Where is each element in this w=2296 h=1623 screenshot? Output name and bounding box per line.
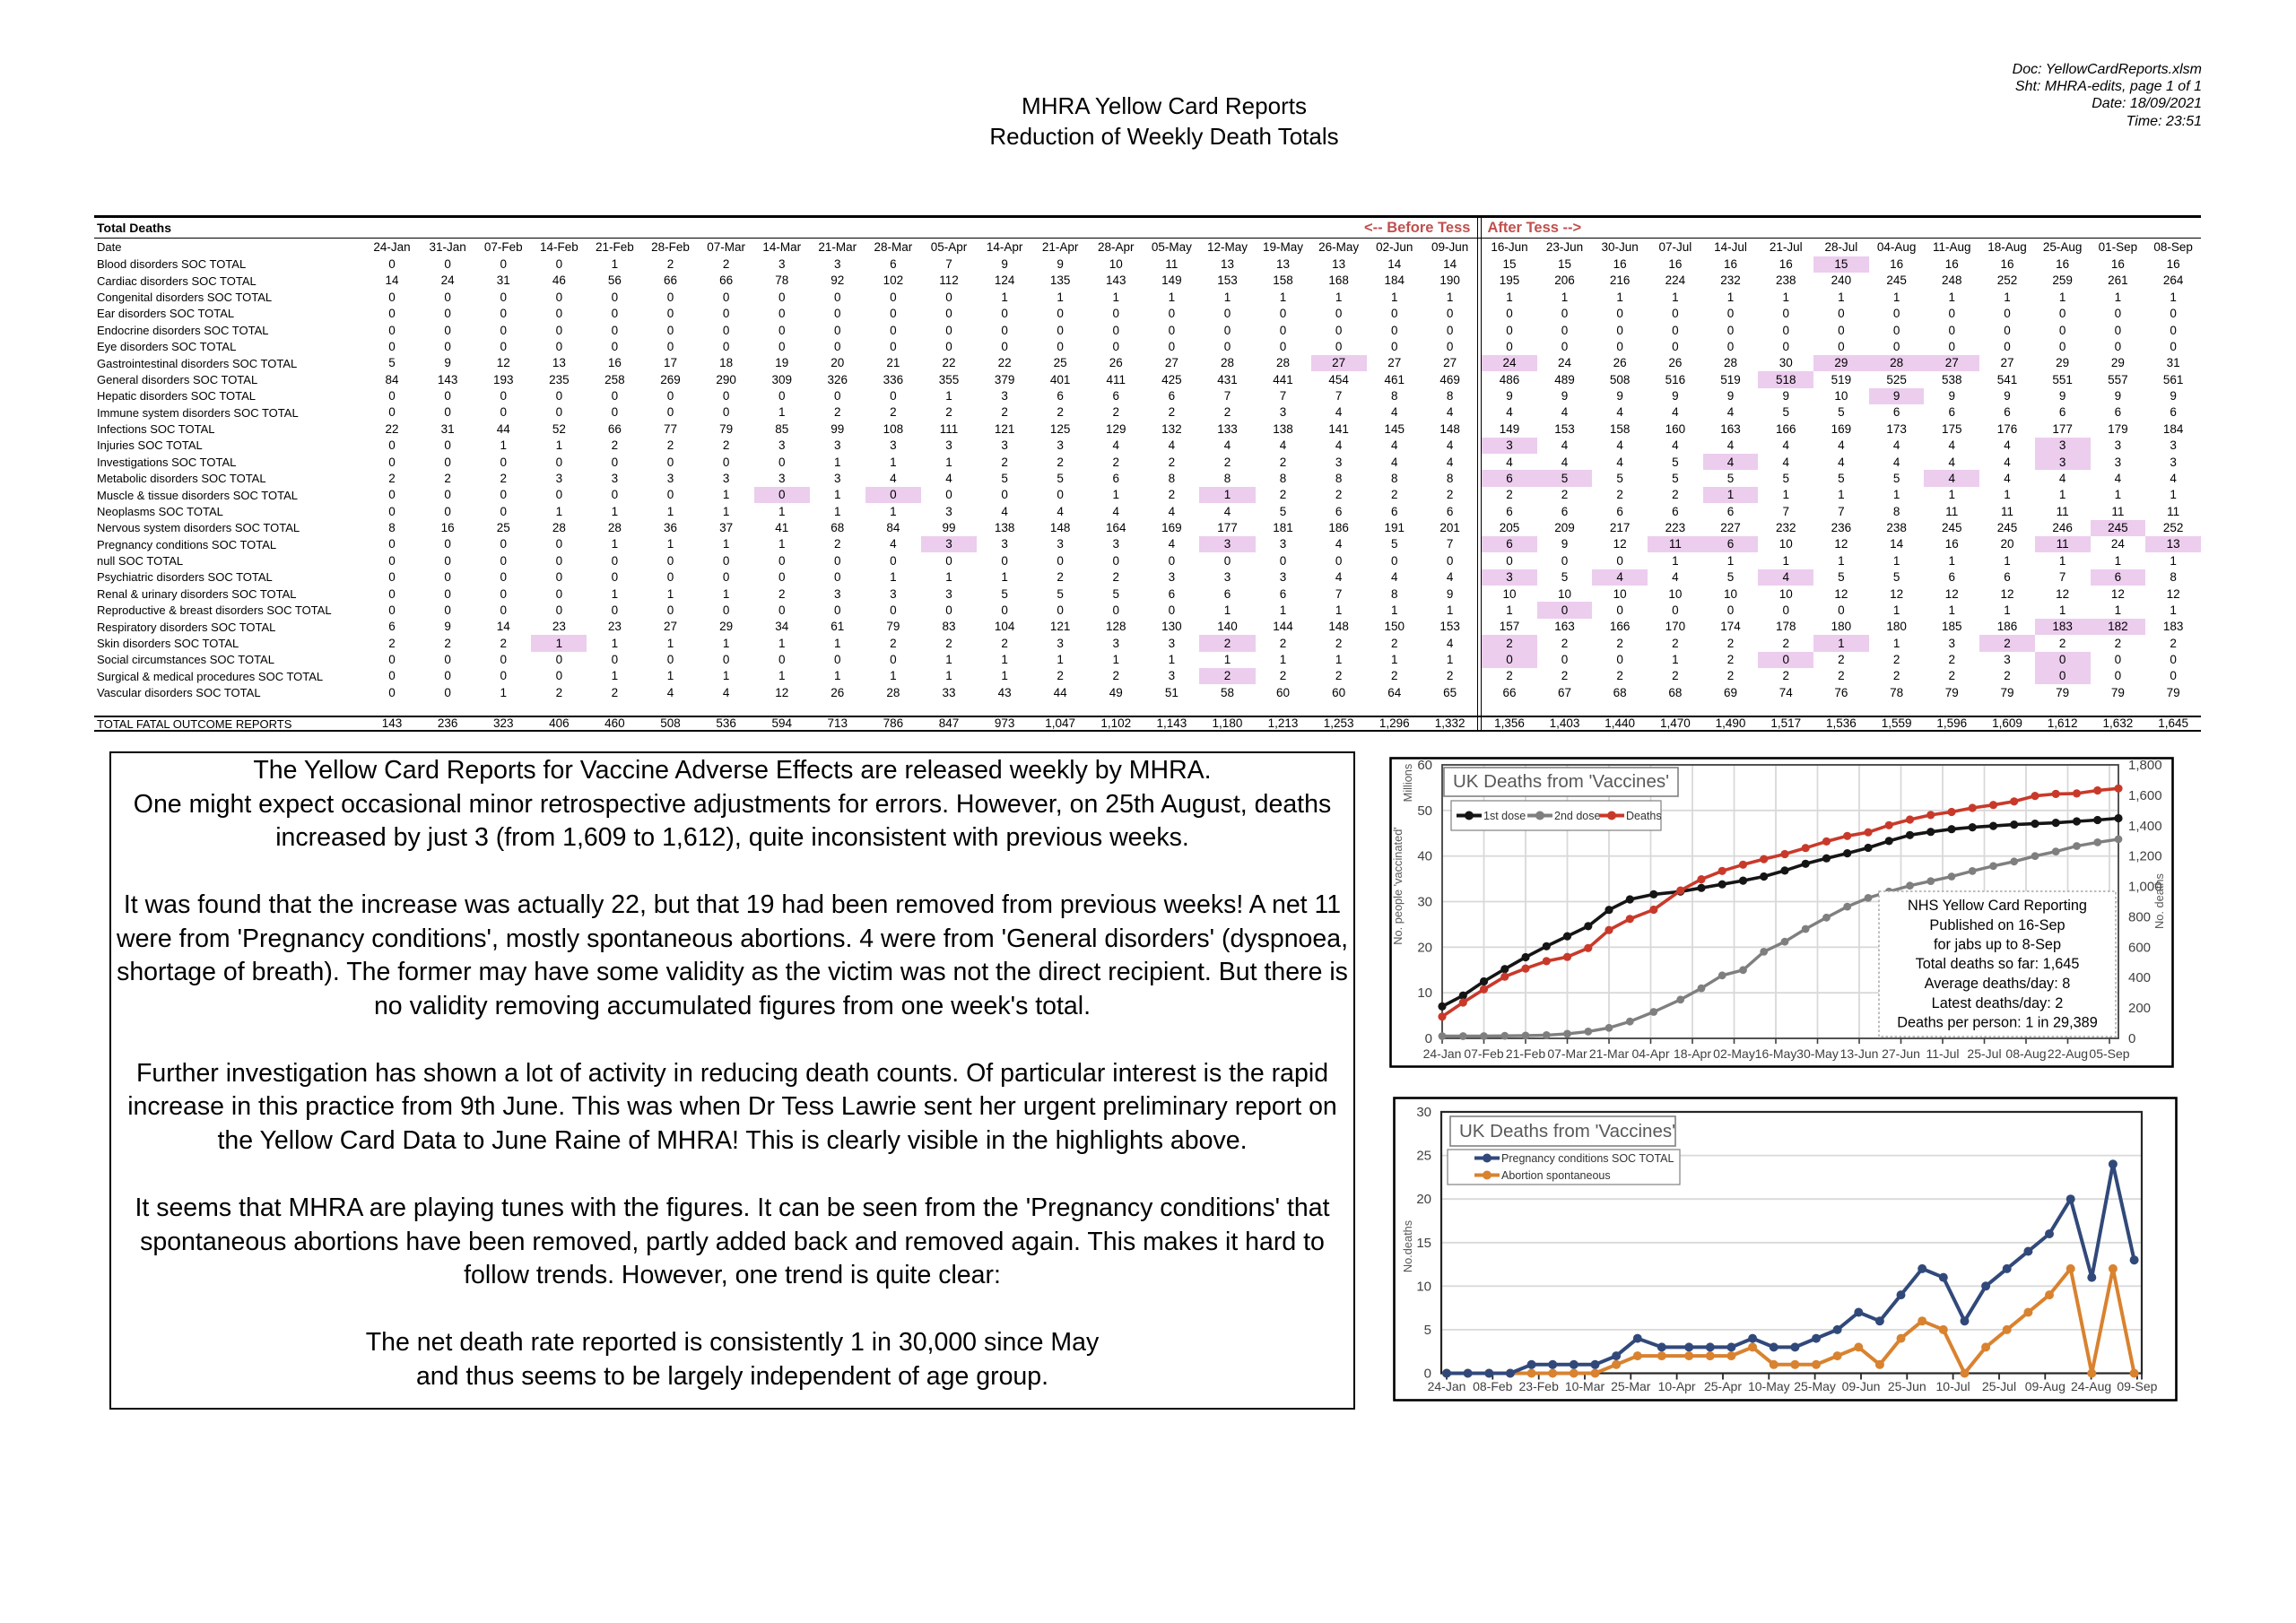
svg-text:25-Jul: 25-Jul (1967, 1046, 2001, 1061)
svg-text:Deaths per person: 1 in 29,389: Deaths per person: 1 in 29,389 (1897, 1015, 2098, 1031)
svg-text:1,200: 1,200 (2128, 849, 2162, 864)
svg-text:1,800: 1,800 (2128, 758, 2162, 773)
svg-text:30-May: 30-May (1796, 1046, 1839, 1061)
svg-text:10-Apr: 10-Apr (1658, 1379, 1696, 1393)
svg-text:11-Jul: 11-Jul (1926, 1046, 1959, 1061)
svg-text:No.deaths: No.deaths (1401, 1220, 1414, 1272)
svg-text:No. deaths: No. deaths (2152, 873, 2166, 929)
svg-text:09-Sep: 09-Sep (2117, 1379, 2157, 1393)
svg-text:UK Deaths from 'Vaccines': UK Deaths from 'Vaccines' (1453, 771, 1669, 792)
svg-text:13-Jun: 13-Jun (1840, 1046, 1879, 1061)
svg-text:No. people 'vaccinated': No. people 'vaccinated' (1391, 827, 1405, 945)
svg-text:04-Apr: 04-Apr (1631, 1046, 1669, 1061)
svg-text:02-May: 02-May (1713, 1046, 1755, 1061)
svg-text:10: 10 (1417, 985, 1432, 1001)
svg-text:1,000: 1,000 (2128, 880, 2162, 895)
svg-text:30: 30 (1416, 1105, 1431, 1120)
svg-text:600: 600 (2128, 940, 2151, 955)
svg-text:1st dose: 1st dose (1483, 810, 1526, 822)
svg-text:25-May: 25-May (1794, 1379, 1836, 1393)
svg-text:Abortion spontaneous: Abortion spontaneous (1501, 1169, 1611, 1182)
svg-text:25-Jul: 25-Jul (1982, 1379, 2016, 1393)
svg-text:2nd dose: 2nd dose (1554, 810, 1600, 822)
svg-text:09-Aug: 09-Aug (2025, 1379, 2066, 1393)
svg-text:27-Jun: 27-Jun (1882, 1046, 1920, 1061)
svg-text:10-May: 10-May (1748, 1379, 1790, 1393)
svg-text:23-Feb: 23-Feb (1519, 1379, 1560, 1393)
svg-text:08-Aug: 08-Aug (2005, 1046, 2046, 1061)
svg-text:10: 10 (1416, 1279, 1431, 1294)
svg-text:25-Mar: 25-Mar (1611, 1379, 1651, 1393)
svg-text:Total deaths so far: 1,645: Total deaths so far: 1,645 (1916, 956, 2080, 972)
svg-text:1,400: 1,400 (2128, 819, 2162, 834)
svg-text:21-Feb: 21-Feb (1506, 1046, 1546, 1061)
svg-text:60: 60 (1417, 758, 1432, 773)
svg-text:Pregnancy conditions SOC TOTAL: Pregnancy conditions SOC TOTAL (1501, 1152, 1674, 1165)
svg-text:Average deaths/day: 8: Average deaths/day: 8 (1925, 976, 2071, 992)
svg-text:0: 0 (1424, 1367, 1431, 1382)
svg-text:16-May: 16-May (1755, 1046, 1797, 1061)
svg-text:40: 40 (1417, 849, 1432, 864)
svg-text:24-Jan: 24-Jan (1423, 1046, 1462, 1061)
svg-text:25-Apr: 25-Apr (1704, 1379, 1742, 1393)
svg-text:22-Aug: 22-Aug (2048, 1046, 2088, 1061)
svg-text:Latest deaths/day: 2: Latest deaths/day: 2 (1932, 995, 2064, 1011)
svg-text:10-Jul: 10-Jul (1936, 1379, 1970, 1393)
svg-text:08-Feb: 08-Feb (1473, 1379, 1513, 1393)
svg-text:UK Deaths from 'Vaccines': UK Deaths from 'Vaccines' (1459, 1121, 1675, 1141)
svg-text:18-Apr: 18-Apr (1674, 1046, 1711, 1061)
svg-text:800: 800 (2128, 909, 2151, 924)
svg-text:0: 0 (1425, 1031, 1432, 1046)
svg-text:24-Aug: 24-Aug (2071, 1379, 2111, 1393)
svg-text:25-Jun: 25-Jun (1888, 1379, 1926, 1393)
svg-text:07-Feb: 07-Feb (1464, 1046, 1504, 1061)
svg-text:0: 0 (2128, 1031, 2135, 1046)
svg-text:20: 20 (1417, 940, 1432, 955)
svg-text:NHS Yellow Card Reporting: NHS Yellow Card Reporting (1908, 898, 2087, 914)
svg-text:1,600: 1,600 (2128, 788, 2162, 803)
svg-text:Millions: Millions (1401, 764, 1414, 803)
svg-text:10-Mar: 10-Mar (1565, 1379, 1605, 1393)
svg-text:Deaths: Deaths (1626, 810, 1662, 822)
svg-text:50: 50 (1417, 803, 1432, 819)
svg-text:07-Mar: 07-Mar (1547, 1046, 1587, 1061)
svg-text:20: 20 (1416, 1192, 1431, 1207)
svg-text:25: 25 (1416, 1149, 1431, 1164)
svg-text:21-Mar: 21-Mar (1589, 1046, 1630, 1061)
svg-text:09-Jun: 09-Jun (1842, 1379, 1881, 1393)
svg-text:400: 400 (2128, 970, 2151, 985)
svg-text:5: 5 (1424, 1323, 1431, 1338)
svg-text:30: 30 (1417, 895, 1432, 910)
svg-text:for jabs up to 8-Sep: for jabs up to 8-Sep (1934, 937, 2061, 953)
svg-text:Published on 16-Sep: Published on 16-Sep (1929, 917, 2065, 933)
svg-text:05-Sep: 05-Sep (2089, 1046, 2129, 1061)
svg-text:24-Jan: 24-Jan (1428, 1379, 1466, 1393)
svg-text:200: 200 (2128, 1001, 2151, 1016)
svg-text:15: 15 (1416, 1236, 1431, 1251)
